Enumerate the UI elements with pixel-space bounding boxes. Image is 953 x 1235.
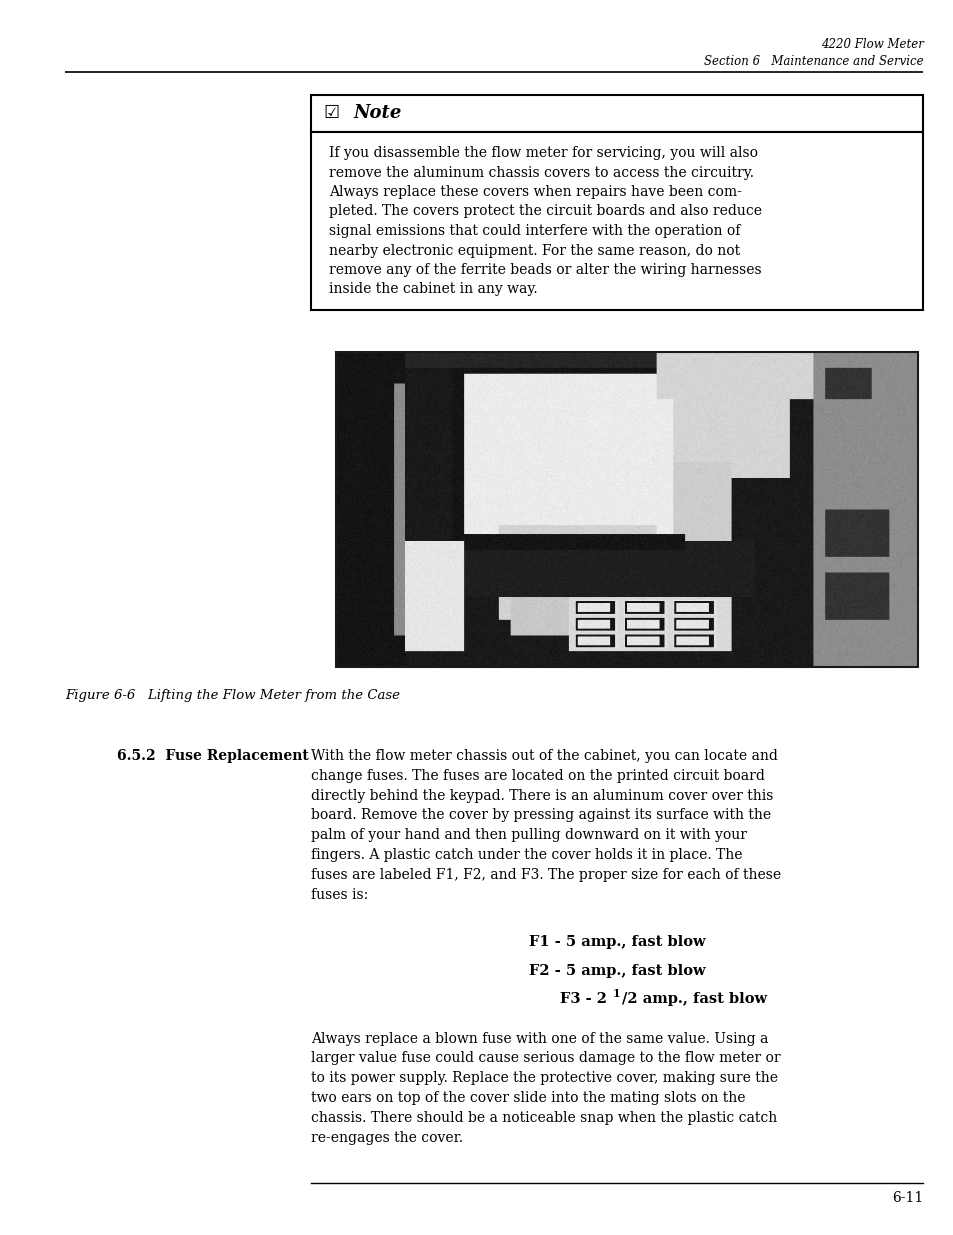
Text: signal emissions that could interfere with the operation of: signal emissions that could interfere wi… — [329, 224, 740, 238]
Bar — [311, 95, 923, 132]
Text: F1 - 5 amp., fast blow: F1 - 5 amp., fast blow — [528, 935, 705, 950]
Text: F3 - 2: F3 - 2 — [559, 993, 612, 1007]
Text: larger value fuse could cause serious damage to the flow meter or: larger value fuse could cause serious da… — [311, 1051, 780, 1066]
Text: change fuses. The fuses are located on the printed circuit board: change fuses. The fuses are located on t… — [311, 769, 764, 783]
Text: directly behind the keypad. There is an aluminum cover over this: directly behind the keypad. There is an … — [311, 789, 773, 803]
Text: fingers. A plastic catch under the cover holds it in place. The: fingers. A plastic catch under the cover… — [311, 848, 741, 862]
Text: fuses are labeled F1, F2, and F3. The proper size for each of these: fuses are labeled F1, F2, and F3. The pr… — [311, 868, 781, 882]
Text: pleted. The covers protect the circuit boards and also reduce: pleted. The covers protect the circuit b… — [329, 205, 761, 219]
Text: nearby electronic equipment. For the same reason, do not: nearby electronic equipment. For the sam… — [329, 243, 740, 258]
Text: remove any of the ferrite beads or alter the wiring harnesses: remove any of the ferrite beads or alter… — [329, 263, 760, 277]
Text: 4220 Flow Meter: 4220 Flow Meter — [820, 38, 923, 51]
Text: inside the cabinet in any way.: inside the cabinet in any way. — [329, 283, 537, 296]
Text: board. Remove the cover by pressing against its surface with the: board. Remove the cover by pressing agai… — [311, 809, 770, 823]
Text: F2 - 5 amp., fast blow: F2 - 5 amp., fast blow — [528, 963, 705, 978]
Text: 1: 1 — [612, 988, 619, 999]
Text: Always replace these covers when repairs have been com-: Always replace these covers when repairs… — [329, 185, 741, 199]
Text: 6.5.2  Fuse Replacement: 6.5.2 Fuse Replacement — [117, 748, 309, 763]
Text: Figure 6-6   Lifting the Flow Meter from the Case: Figure 6-6 Lifting the Flow Meter from t… — [65, 689, 399, 701]
Text: If you disassemble the flow meter for servicing, you will also: If you disassemble the flow meter for se… — [329, 146, 758, 161]
Text: /2 amp., fast blow: /2 amp., fast blow — [621, 993, 766, 1007]
Text: Section 6   Maintenance and Service: Section 6 Maintenance and Service — [703, 56, 923, 68]
Text: ☑: ☑ — [323, 105, 338, 122]
Text: to its power supply. Replace the protective cover, making sure the: to its power supply. Replace the protect… — [311, 1071, 778, 1086]
Text: palm of your hand and then pulling downward on it with your: palm of your hand and then pulling downw… — [311, 829, 746, 842]
Text: With the flow meter chassis out of the cabinet, you can locate and: With the flow meter chassis out of the c… — [311, 748, 777, 763]
Text: fuses is:: fuses is: — [311, 888, 368, 902]
Text: 6-11: 6-11 — [891, 1191, 923, 1205]
Bar — [311, 132, 923, 310]
Bar — [335, 352, 918, 667]
Text: re-engages the cover.: re-engages the cover. — [311, 1130, 462, 1145]
Text: Note: Note — [353, 105, 401, 122]
Text: chassis. There should be a noticeable snap when the plastic catch: chassis. There should be a noticeable sn… — [311, 1110, 777, 1125]
Text: Always replace a blown fuse with one of the same value. Using a: Always replace a blown fuse with one of … — [311, 1031, 767, 1046]
Text: two ears on top of the cover slide into the mating slots on the: two ears on top of the cover slide into … — [311, 1091, 744, 1105]
Text: remove the aluminum chassis covers to access the circuitry.: remove the aluminum chassis covers to ac… — [329, 165, 753, 179]
